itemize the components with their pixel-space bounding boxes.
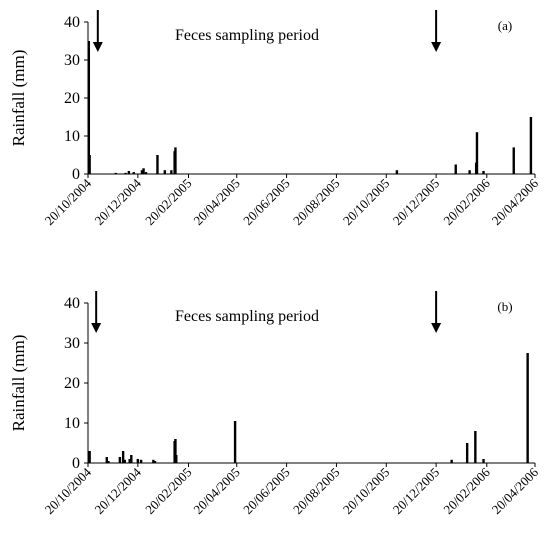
y-tick-label: 30: [64, 335, 80, 352]
x-tick-label: 20/12/2005: [390, 176, 442, 228]
rain-bar: [123, 459, 126, 463]
rain-bar: [395, 170, 399, 174]
rain-bar: [474, 431, 477, 463]
x-tick-label: 20/08/2005: [290, 176, 342, 228]
x-tick-label: 20/06/2005: [240, 465, 292, 517]
rain-bar: [475, 132, 479, 174]
x-tick-label: 20/08/2005: [290, 465, 342, 517]
rain-bar: [174, 439, 177, 463]
rain-bar: [450, 459, 453, 463]
rain-bar: [233, 421, 237, 463]
x-tick-label: 20/06/2005: [240, 176, 292, 228]
rain-bar: [136, 459, 140, 463]
rain-bar: [152, 459, 155, 463]
rain-bar: [482, 170, 485, 174]
rain-bar: [88, 155, 91, 174]
x-tick-label: 20/10/2004: [42, 175, 95, 228]
rain-bar: [468, 170, 471, 174]
y-tick-label: 0: [72, 166, 80, 183]
y-tick-label: 0: [72, 455, 80, 472]
rain-bar: [512, 147, 515, 174]
rain-bar: [121, 451, 125, 463]
rain-bar: [174, 147, 177, 174]
x-tick-label: 20/10/2005: [340, 176, 392, 228]
rain-bar: [454, 164, 457, 174]
x-tick-label: 20/04/2005: [190, 176, 242, 228]
rain-bar: [127, 170, 131, 174]
x-tick-label: 20/02/2005: [142, 176, 194, 228]
y-tick-label: 10: [64, 128, 80, 145]
y-tick-label: 30: [64, 52, 80, 69]
rain-bar: [105, 457, 108, 463]
x-tick-label: 20/04/2006: [489, 175, 542, 228]
y-axis-title: Rainfall (mm): [9, 335, 28, 432]
rain-bar: [526, 353, 529, 463]
y-tick-label: 40: [64, 14, 80, 31]
sampling-arrow-head: [91, 323, 102, 333]
rain-bar: [118, 457, 122, 463]
sampling-arrow-head: [92, 42, 103, 52]
rain-bar: [130, 455, 133, 463]
rain-bar: [170, 170, 173, 174]
chart-panel-a: 01020304020/10/200420/12/200420/02/20052…: [9, 10, 541, 228]
y-tick-label: 10: [64, 415, 80, 432]
x-tick-label: 20/04/2006: [489, 464, 542, 517]
x-tick-label: 20/02/2005: [142, 465, 194, 517]
rain-bar: [114, 172, 117, 174]
rain-bar: [465, 443, 469, 463]
x-tick-label: 20/12/2004: [91, 175, 144, 228]
rain-bar: [156, 155, 159, 174]
y-tick-label: 20: [64, 90, 80, 107]
x-tick-label: 20/02/2006: [440, 175, 493, 228]
rain-bar: [132, 172, 135, 174]
rain-bar: [87, 41, 91, 174]
x-tick-label: 20/12/2005: [390, 465, 442, 517]
rain-bar: [163, 170, 167, 174]
rain-bar: [482, 459, 485, 463]
rain-bar: [88, 451, 91, 463]
x-tick-label: 20/10/2005: [340, 465, 392, 517]
y-tick-label: 40: [64, 295, 80, 312]
sampling-arrow-head: [431, 42, 442, 52]
y-tick-label: 20: [64, 375, 80, 392]
rain-bar: [175, 455, 178, 463]
rain-bar: [107, 461, 110, 463]
panel-label: (b): [497, 299, 512, 314]
rain-bar: [140, 170, 144, 174]
rain-bar: [529, 117, 533, 174]
x-tick-label: 20/10/2004: [42, 464, 95, 517]
sampling-period-annotation: Feces sampling period: [175, 27, 319, 44]
x-tick-label: 20/02/2006: [440, 464, 493, 517]
rain-bar: [144, 172, 148, 174]
y-axis-title: Rainfall (mm): [9, 50, 28, 147]
rain-bar: [139, 459, 143, 463]
rain-bar: [142, 168, 145, 174]
panel-label: (a): [498, 18, 512, 33]
sampling-period-annotation: Feces sampling period: [175, 308, 319, 325]
rain-bar: [124, 172, 127, 174]
x-tick-label: 20/04/2005: [190, 465, 242, 517]
sampling-arrow-head: [431, 323, 442, 333]
chart-panel-b: 01020304020/10/200420/12/200420/02/20052…: [9, 291, 541, 517]
rain-bar: [153, 461, 157, 463]
x-tick-label: 20/12/2004: [91, 464, 144, 517]
rain-bar: [128, 459, 131, 463]
